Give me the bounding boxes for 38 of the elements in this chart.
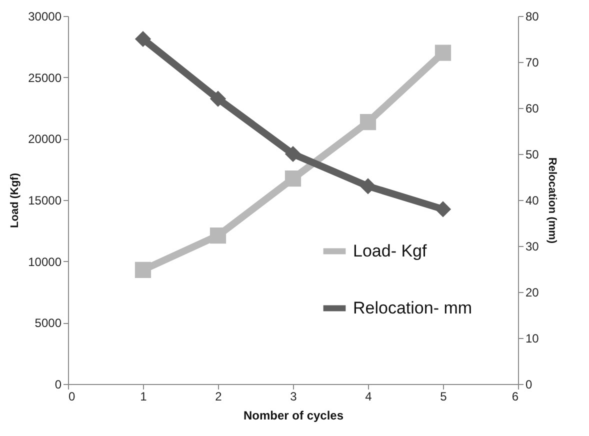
- y2-tick-label: 10: [526, 332, 540, 346]
- x-tick-label: 2: [215, 390, 222, 404]
- point: [434, 201, 452, 218]
- point: [134, 262, 152, 278]
- point: [434, 44, 452, 61]
- y-tick-label: 15000: [28, 194, 62, 208]
- y2-tick-label: 60: [526, 102, 540, 116]
- y-tick-label: 25000: [28, 70, 62, 85]
- point: [134, 30, 152, 48]
- x-axis-title: Nomber of cycles: [243, 408, 344, 422]
- x-tick-label: 3: [290, 390, 298, 404]
- y2-tick-label: 40: [526, 194, 540, 208]
- x-tick-label: 4: [365, 390, 372, 404]
- y2-tick-label: 80: [526, 10, 540, 24]
- point: [360, 114, 376, 130]
- x-tick-label: 0: [68, 390, 76, 404]
- y2-tick-label: 70: [526, 56, 540, 70]
- point: [210, 228, 226, 244]
- point: [284, 146, 302, 162]
- point: [360, 178, 376, 194]
- y-tick-label: 5000: [34, 316, 62, 330]
- y-tick-label: 0: [54, 378, 62, 392]
- y-tick-label: 20000: [28, 132, 62, 146]
- y-tick-label: 10000: [28, 254, 62, 269]
- legend-label: Relocation- mm: [353, 298, 472, 318]
- point: [284, 170, 302, 187]
- legend-label: Load- Kgf: [353, 241, 427, 260]
- x-tick-label: 5: [440, 390, 448, 404]
- y2-tick-label: 20: [526, 286, 540, 300]
- y2-tick-label: 0: [526, 378, 532, 392]
- y2-tick-label: 50: [526, 148, 540, 162]
- y2-axis-title: Relocation (mm): [546, 157, 558, 244]
- y-tick-label: 30000: [28, 10, 62, 24]
- y-axis-title: Load (Kgf): [9, 172, 22, 228]
- x-tick-label: 6: [512, 390, 519, 404]
- y2-tick-label: 30: [526, 240, 540, 254]
- x-tick-label: 1: [140, 390, 148, 404]
- point: [210, 90, 226, 107]
